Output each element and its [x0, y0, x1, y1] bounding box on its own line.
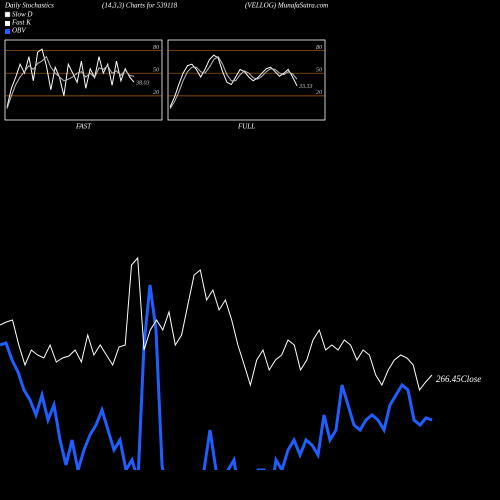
legend-label: OBV	[12, 27, 26, 35]
y-tick-label: 50	[153, 68, 159, 74]
legend-swatch	[4, 11, 11, 18]
series-line	[6, 48, 135, 108]
series-line	[0, 256, 433, 392]
value-label: 38.03	[135, 81, 150, 87]
panel-frame	[4, 39, 163, 121]
legend-label: Slow D	[12, 11, 32, 19]
y-tick-label: 20	[153, 90, 159, 96]
panel-frame	[167, 39, 326, 121]
panel-title: FAST	[75, 123, 92, 131]
plot-area	[0, 256, 433, 470]
legend-swatch	[5, 21, 10, 26]
subtitle: (14,3,3) Charts for 539118	[102, 2, 178, 10]
y-tick-label: 80	[316, 45, 322, 51]
series-line	[6, 55, 135, 109]
panel-title: FULL	[237, 123, 255, 131]
y-tick-label: 80	[153, 45, 159, 51]
title: Daily Stochastics	[4, 2, 54, 10]
y-tick-label: 20	[316, 90, 322, 96]
site: (VELLOG) MunafaSutra.com	[245, 2, 328, 10]
series-line	[0, 284, 433, 470]
series-line	[169, 55, 298, 109]
annotation: 266.45Close	[436, 374, 481, 384]
legend-label: Fast K	[11, 19, 31, 27]
value-label: 33.33	[298, 84, 313, 90]
legend-swatch	[5, 29, 10, 34]
y-tick-label: 50	[316, 68, 322, 74]
